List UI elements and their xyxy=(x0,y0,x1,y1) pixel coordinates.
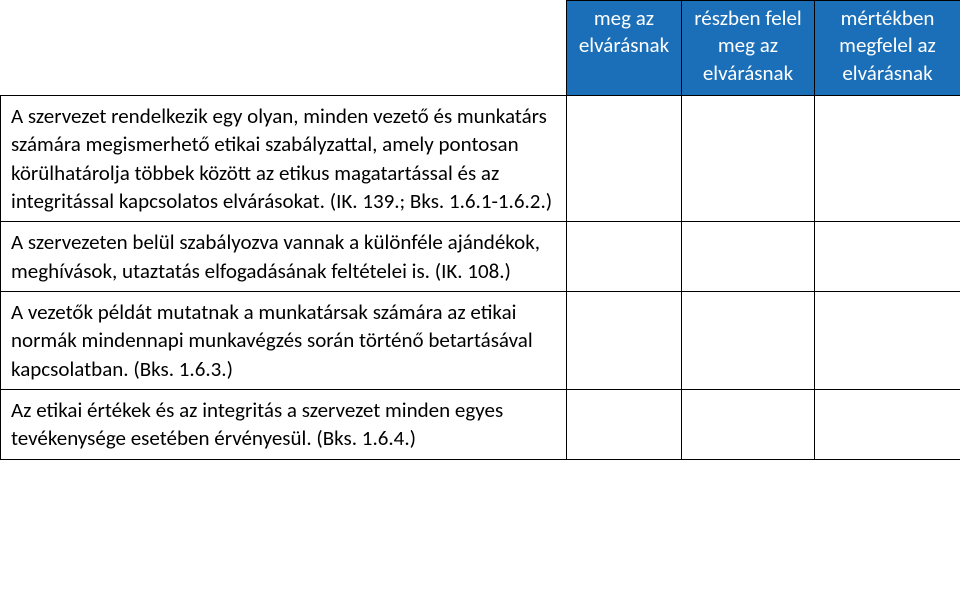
row-cell-1 xyxy=(567,95,682,221)
criteria-table: meg az elvárásnak részben felel meg az e… xyxy=(0,0,960,460)
header-col-3: mértékben megfelel az elvárásnak xyxy=(815,1,960,96)
table-row: A vezetők példát mutatnak a munkatársak … xyxy=(1,291,960,389)
page-wrap: meg az elvárásnak részben felel meg az e… xyxy=(0,0,960,606)
row-text: A vezetők példát mutatnak a munkatársak … xyxy=(1,291,567,389)
header-empty-cell xyxy=(1,1,567,96)
row-cell-3 xyxy=(815,389,960,459)
header-col-1: meg az elvárásnak xyxy=(567,1,682,96)
row-cell-2 xyxy=(682,95,815,221)
table-row: A szervezet rendelkezik egy olyan, minde… xyxy=(1,95,960,221)
row-cell-2 xyxy=(682,222,815,292)
header-col-2: részben felel meg az elvárásnak xyxy=(682,1,815,96)
row-cell-3 xyxy=(815,95,960,221)
row-cell-3 xyxy=(815,222,960,292)
row-cell-3 xyxy=(815,291,960,389)
row-text: Az etikai értékek és az integritás a sze… xyxy=(1,389,567,459)
row-cell-2 xyxy=(682,389,815,459)
table-header-row: meg az elvárásnak részben felel meg az e… xyxy=(1,1,960,96)
table-row: Az etikai értékek és az integritás a sze… xyxy=(1,389,960,459)
row-text: A szervezeten belül szabályozva vannak a… xyxy=(1,222,567,292)
row-cell-1 xyxy=(567,222,682,292)
row-text: A szervezet rendelkezik egy olyan, minde… xyxy=(1,95,567,221)
table-row: A szervezeten belül szabályozva vannak a… xyxy=(1,222,960,292)
row-cell-2 xyxy=(682,291,815,389)
row-cell-1 xyxy=(567,291,682,389)
row-cell-1 xyxy=(567,389,682,459)
